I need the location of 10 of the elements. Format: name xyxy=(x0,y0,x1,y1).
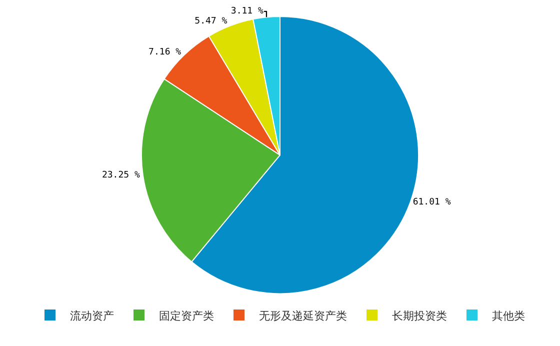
legend-label: 其他类 xyxy=(492,309,525,322)
data-label: 7.16 % xyxy=(148,47,182,58)
data-label: 23.25 % xyxy=(102,170,140,181)
legend-label: 长期投资类 xyxy=(392,309,447,322)
data-label: 3.11 % xyxy=(230,6,264,16)
legend-label: 无形及递延资产类 xyxy=(259,309,347,322)
data-label: 5.47 % xyxy=(194,16,228,26)
legend-label: 流动资产 xyxy=(70,309,114,322)
legend-label: 固定资产类 xyxy=(159,309,214,322)
data-label: 61.01 % xyxy=(412,198,452,208)
